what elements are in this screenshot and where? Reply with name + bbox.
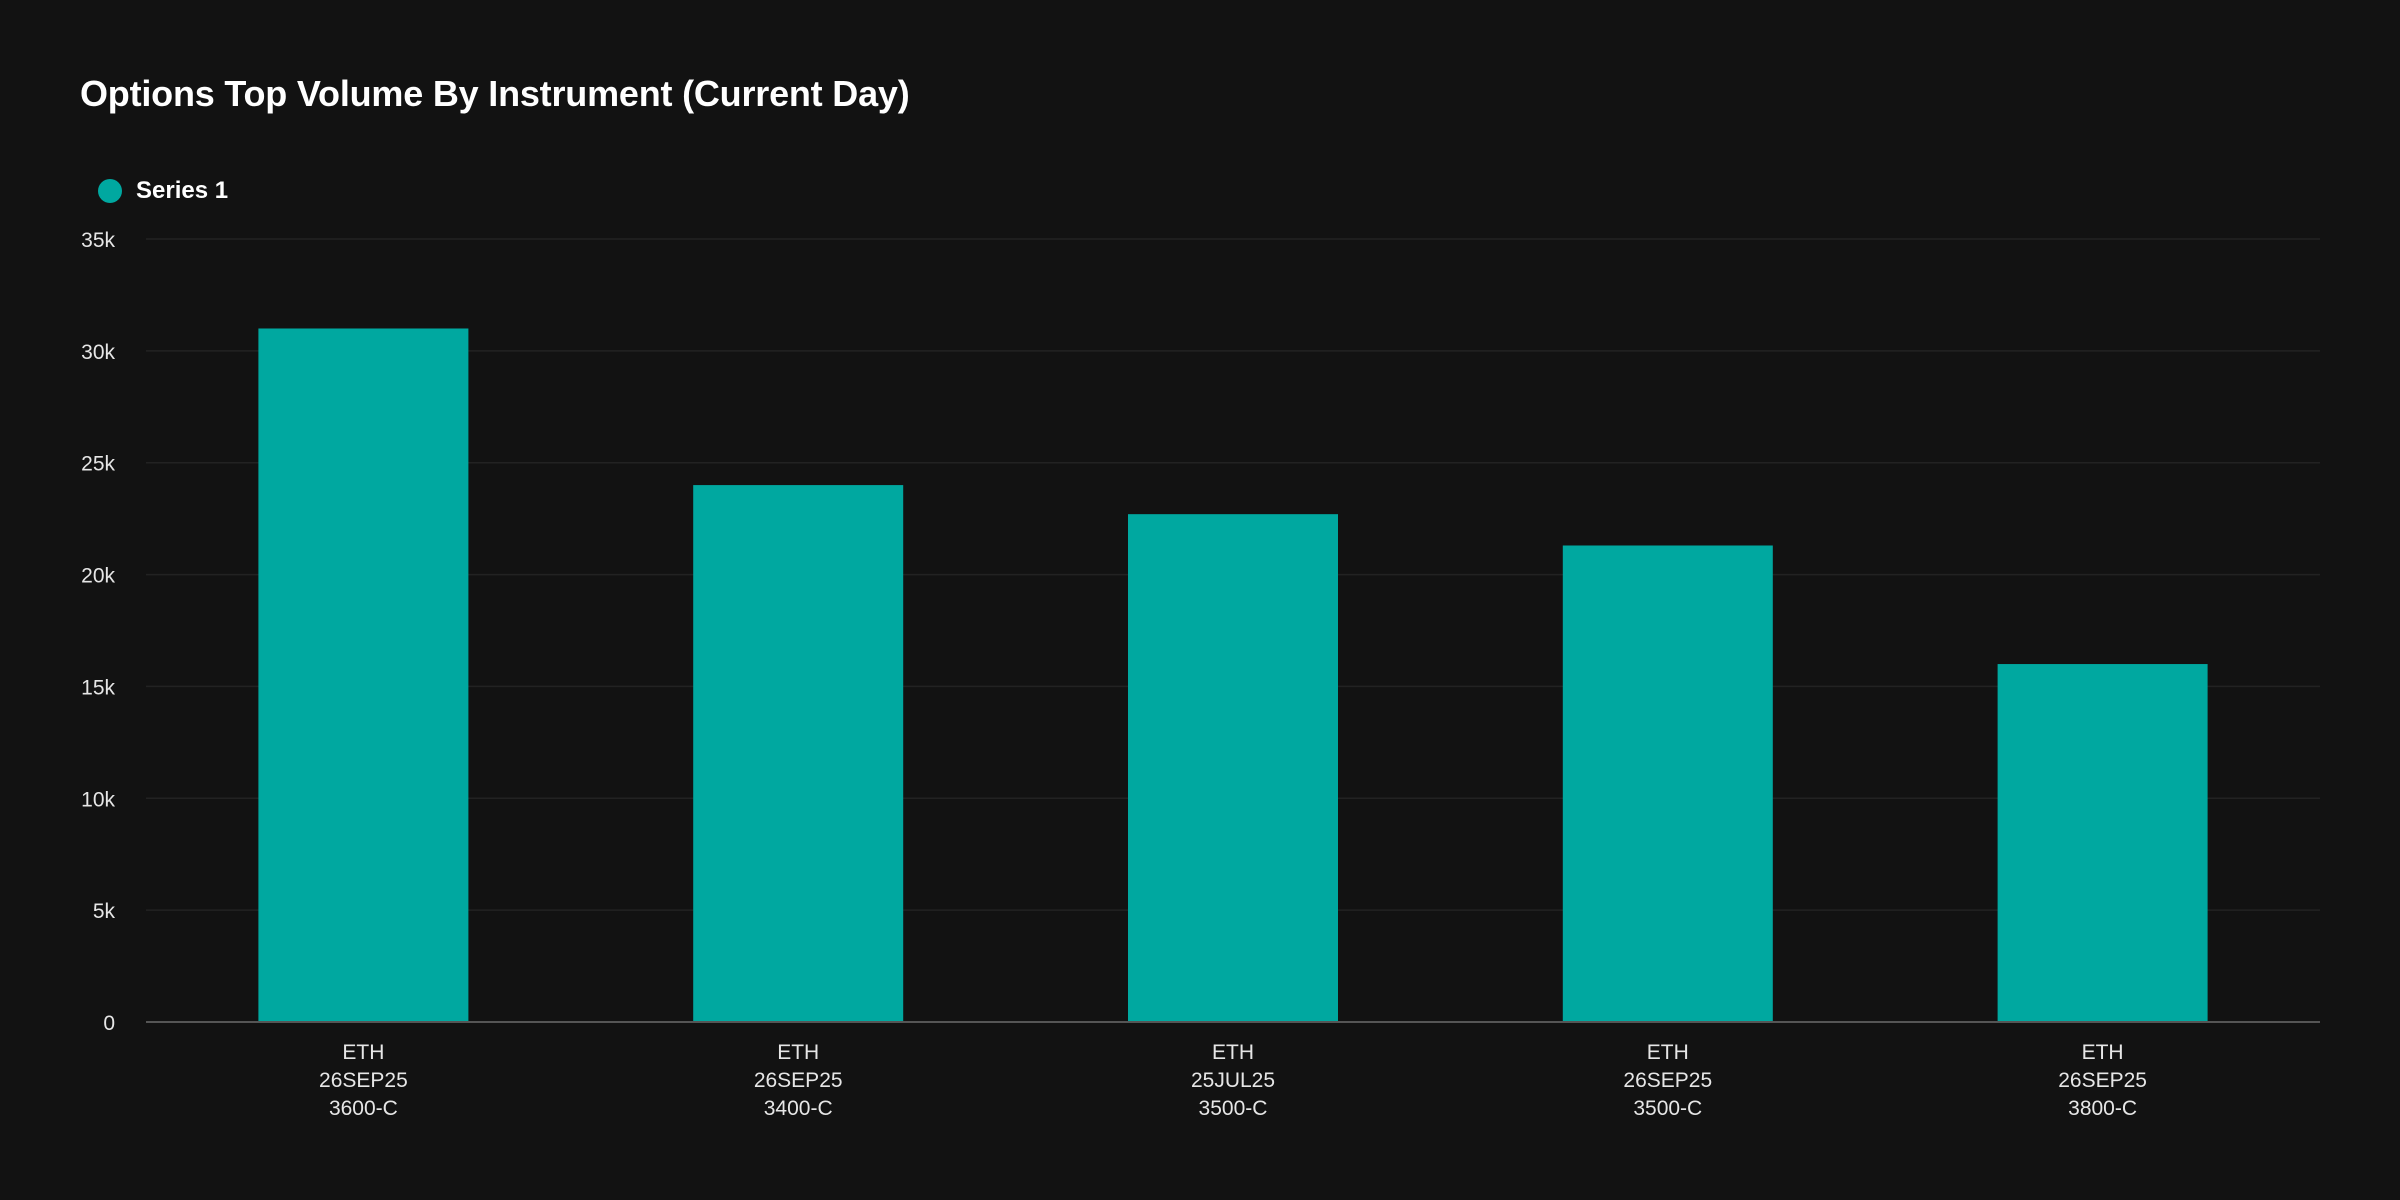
bar-1[interactable] — [258, 328, 469, 1022]
y-tick-label-3: 15k — [81, 676, 115, 699]
x-tick-label-line: ETH — [2082, 1041, 2124, 1064]
y-tick-label-7: 35k — [81, 229, 115, 252]
x-tick-label-3: ETH 25JUL25 3500-C — [1191, 1041, 1275, 1120]
bar-5[interactable] — [1997, 664, 2208, 1022]
bar-3[interactable] — [1128, 514, 1338, 1022]
x-tick-label-line: 3800-C — [2068, 1097, 2137, 1120]
legend-swatch-series-1 — [98, 179, 122, 203]
x-tick-label-2: ETH 26SEP25 3400-C — [754, 1041, 843, 1120]
y-tick-label-2: 10k — [81, 788, 115, 811]
bar-2[interactable] — [693, 485, 904, 1023]
y-tick-label-1: 5k — [93, 900, 116, 923]
y-tick-label-4: 20k — [81, 565, 115, 588]
x-tick-label-line: 3500-C — [1199, 1097, 1268, 1120]
x-tick-label-line: 26SEP25 — [2058, 1069, 2147, 1092]
x-tick-label-line: 3400-C — [764, 1097, 833, 1120]
x-tick-label-4: ETH 26SEP25 3500-C — [1623, 1041, 1712, 1120]
x-tick-label-1: ETH 26SEP25 3600-C — [319, 1041, 408, 1120]
x-tick-label-line: ETH — [1212, 1041, 1254, 1064]
x-tick-label-5: ETH 26SEP25 3800-C — [2058, 1041, 2147, 1120]
x-tick-label-line: 26SEP25 — [754, 1069, 843, 1092]
x-tick-label-line: 25JUL25 — [1191, 1069, 1275, 1092]
chart-legend[interactable]: Series 1 — [98, 176, 228, 206]
x-tick-label-line: ETH — [777, 1041, 819, 1064]
y-tick-label-6: 30k — [81, 341, 115, 364]
x-tick-label-line: ETH — [342, 1041, 384, 1064]
bar-4[interactable] — [1562, 545, 1773, 1022]
y-tick-label-5: 25k — [81, 453, 115, 476]
x-tick-label-line: ETH — [1647, 1041, 1689, 1064]
legend-label-series-1: Series 1 — [136, 177, 229, 204]
x-tick-label-line: 3600-C — [329, 1097, 398, 1120]
y-tick-label-0: 0 — [103, 1012, 115, 1035]
x-tick-label-line: 3500-C — [1633, 1097, 1702, 1120]
x-tick-label-line: 26SEP25 — [1623, 1069, 1712, 1092]
x-tick-label-line: 26SEP25 — [319, 1069, 408, 1092]
chart-title: Options Top Volume By Instrument (Curren… — [80, 73, 910, 114]
